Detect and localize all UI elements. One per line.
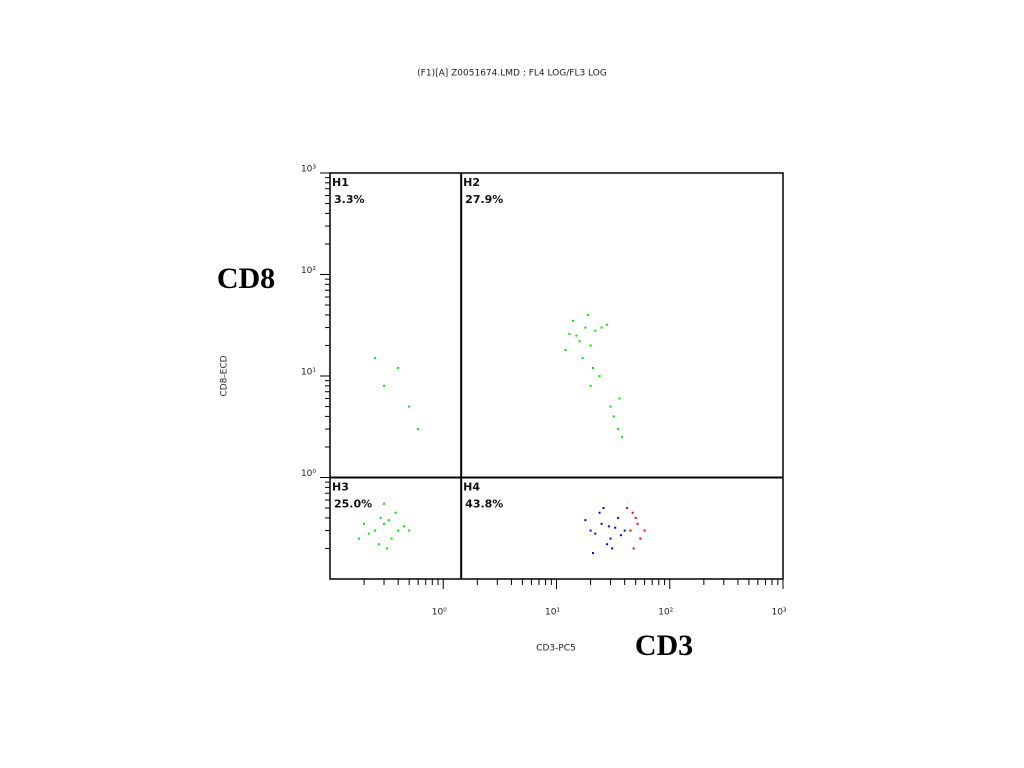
point — [614, 526, 617, 529]
y-tick-label: 10² — [301, 266, 316, 276]
point — [390, 537, 393, 540]
x-tick-label: 10³ — [771, 608, 786, 618]
point — [397, 529, 400, 532]
quadrant-name: H4 — [463, 481, 480, 494]
point — [394, 511, 397, 514]
point — [591, 366, 594, 369]
point — [617, 428, 620, 431]
point — [572, 319, 575, 322]
point — [609, 405, 612, 408]
point — [584, 519, 587, 522]
point — [589, 344, 592, 347]
point — [639, 537, 642, 540]
point — [397, 366, 400, 369]
point — [383, 502, 386, 505]
point — [636, 522, 639, 525]
point — [587, 313, 590, 316]
point — [387, 519, 390, 522]
point — [600, 326, 603, 329]
x-tick-label: 10¹ — [545, 608, 560, 618]
point — [584, 326, 587, 329]
point — [618, 397, 621, 400]
point — [379, 516, 382, 519]
point — [606, 543, 609, 546]
point — [402, 525, 405, 528]
y-axis-label: CD8-ECD — [220, 355, 230, 396]
x-tick-label: 10² — [658, 608, 673, 618]
point — [631, 511, 634, 514]
point — [632, 547, 635, 550]
point — [606, 323, 609, 326]
point — [594, 532, 597, 535]
point — [367, 532, 370, 535]
point — [417, 428, 420, 431]
point — [619, 534, 622, 537]
quadrant-percent: 3.3% — [334, 193, 365, 206]
y-tick-label: 10³ — [301, 165, 316, 175]
point — [357, 537, 360, 540]
chart-title: (F1)[A] Z0051674.LMD : FL4 LOG/FL3 LOG — [417, 69, 607, 79]
point — [591, 552, 594, 555]
point — [589, 529, 592, 532]
point — [374, 357, 377, 360]
point — [408, 529, 411, 532]
point — [383, 522, 386, 525]
point — [623, 529, 626, 532]
point — [629, 529, 632, 532]
point — [612, 415, 615, 418]
point — [575, 334, 578, 337]
y-tick-label: 10⁰ — [301, 469, 316, 479]
point — [621, 436, 624, 439]
quadrant-name: H1 — [332, 176, 349, 189]
point — [643, 529, 646, 532]
point — [609, 537, 612, 540]
x-axis-label: CD3-PC5 — [536, 644, 576, 654]
quadrant-percent: 27.9% — [465, 193, 503, 206]
annotation: CD8 — [217, 262, 275, 295]
point — [607, 525, 610, 528]
point — [377, 543, 380, 546]
quadrant-name: H3 — [332, 481, 349, 494]
point — [600, 522, 603, 525]
point — [594, 329, 597, 332]
quadrant-percent: 25.0% — [334, 498, 372, 511]
point — [634, 516, 637, 519]
point — [386, 547, 389, 550]
point — [374, 529, 377, 532]
point — [626, 507, 629, 510]
plot-frame — [329, 172, 784, 580]
point — [598, 375, 601, 377]
quadrant-name: H2 — [463, 176, 480, 189]
point — [408, 405, 411, 408]
point — [383, 384, 386, 387]
point — [581, 357, 584, 360]
point — [617, 516, 620, 519]
point — [564, 349, 567, 352]
x-tick-label: 10⁰ — [432, 608, 447, 618]
point — [568, 332, 571, 335]
point — [611, 547, 614, 550]
point — [363, 522, 366, 525]
point — [598, 511, 601, 514]
point — [602, 507, 605, 510]
point — [578, 340, 581, 343]
y-tick-label: 10¹ — [301, 368, 316, 378]
point — [589, 384, 592, 387]
annotation: CD3 — [635, 629, 693, 662]
quadrant-percent: 43.8% — [465, 498, 503, 511]
